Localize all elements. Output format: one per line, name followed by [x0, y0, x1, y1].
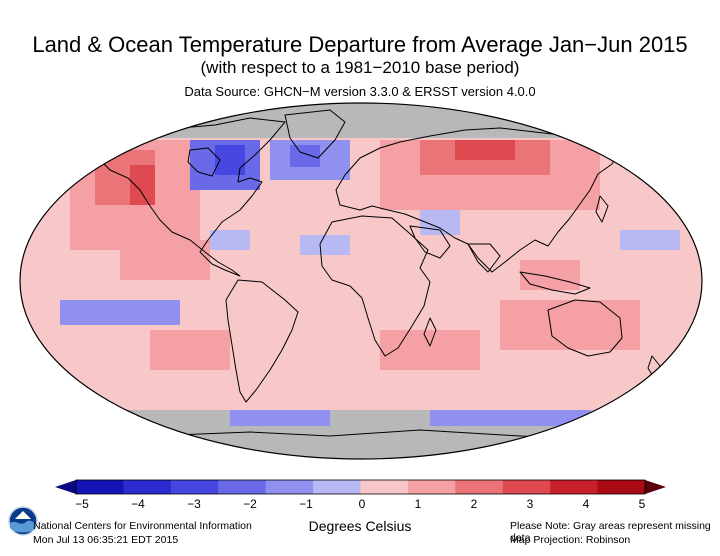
noaa-logo-icon [8, 506, 38, 536]
southeast-asia-islands-outline [519, 271, 591, 295]
japan-outline [595, 195, 609, 223]
colorbar-segments [76, 480, 646, 494]
colorbar-tick-label: 2 [470, 497, 478, 511]
colorbar-segment [123, 480, 172, 494]
cool-anomaly-southern-ocean-east [430, 410, 590, 426]
arabia-outline [409, 225, 451, 259]
colorbar-tick-label: −2 [243, 497, 257, 511]
cool-anomaly-west-pacific [620, 230, 680, 250]
map-title: Land & Ocean Temperature Departure from … [32, 32, 688, 57]
colorbar-tick-label: 0 [358, 497, 366, 511]
africa-outline [319, 215, 431, 357]
footer-projection: Map Projection: Robinson [510, 534, 631, 546]
colorbar-tick-label: −3 [187, 497, 201, 511]
colorbar-segment [360, 480, 409, 494]
colorbar [55, 479, 666, 495]
colorbar-above-arrow [645, 480, 666, 494]
colorbar-segment [407, 480, 456, 494]
colorbar-tick-label: −5 [75, 497, 89, 511]
map-border [19, 102, 703, 460]
data-source: Data Source: GHCN−M version 3.3.0 & ERSS… [184, 84, 536, 99]
warm-anomaly-southeast-pacific [150, 330, 230, 370]
footer-timestamp: Mon Jul 13 06:35:21 EDT 2015 [33, 534, 179, 546]
india-outline [467, 243, 501, 273]
cool-anomaly-south-pacific [60, 300, 180, 325]
colorbar-segment [170, 480, 219, 494]
warm-anomaly-south-indian [380, 330, 480, 370]
warm-anomaly-australia-region [500, 300, 640, 350]
colorbar-title: Degrees Celsius [308, 518, 412, 534]
colorbar-segment [550, 480, 599, 494]
footer-missing-note: Please Note: Gray areas represent missin… [510, 520, 711, 544]
colorbar-segment [597, 480, 646, 494]
colorbar-segment [218, 480, 267, 494]
cool-anomaly-central-atlantic [300, 235, 350, 255]
colorbar-tick-label: 4 [582, 497, 590, 511]
warm-anomaly-indonesia [520, 260, 580, 290]
colorbar-below-arrow [55, 480, 76, 494]
colorbar-segment [265, 480, 314, 494]
cold-anomaly-north-atlantic-core [290, 145, 320, 167]
australia-outline [547, 299, 623, 357]
footer-org: National Centers for Environmental Infor… [33, 520, 252, 532]
greenland-outline [284, 109, 346, 159]
north-america-outline [99, 117, 286, 277]
south-america-outline [225, 279, 299, 403]
map-subtitle: (with respect to a 1981−2010 base period… [200, 58, 520, 77]
warm-anomaly-blob [130, 165, 155, 205]
colorbar-tick-label: 5 [638, 497, 646, 511]
eurasia-outline [335, 127, 621, 273]
colorbar-tick-label: −4 [131, 497, 145, 511]
warm-anomaly-east-pacific [120, 240, 210, 280]
colorbar-tick-label: 3 [526, 497, 534, 511]
colorbar-segment [502, 480, 551, 494]
warm-anomaly-siberia-core [455, 140, 515, 160]
world-anomaly-map [19, 102, 703, 460]
hudson-bay-outline [187, 147, 221, 177]
colorbar-segment [76, 480, 124, 494]
colorbar-segment [455, 480, 504, 494]
colorbar-tick-label: −1 [299, 497, 313, 511]
colorbar-segment [313, 480, 361, 494]
cool-anomaly-southern-ocean-west [230, 410, 330, 426]
colorbar-frame [75, 479, 646, 495]
madagascar-outline [423, 317, 437, 347]
colorbar-tick-label: 1 [414, 497, 422, 511]
cool-anomaly-gulf [210, 230, 250, 250]
